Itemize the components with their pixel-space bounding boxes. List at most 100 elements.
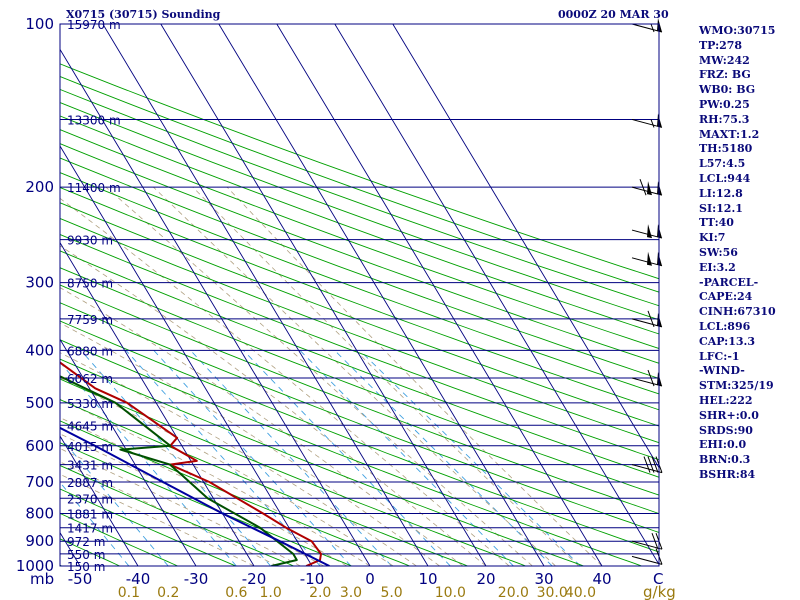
temperature-tick-label: -20 [242,570,267,588]
temperature-tick-label: -50 [68,570,93,588]
isotherm-line [160,24,487,566]
index-row: CINH:67310 [699,305,776,319]
wind-barb-flag [651,456,659,473]
index-row: KI:7 [699,231,726,245]
temperature-tick-label: 40 [592,570,611,588]
index-row: STM:325/19 [699,379,774,393]
isotherm-line [334,24,659,566]
height-label: 1881 m [67,507,113,521]
plot-frame [59,23,660,567]
temperature-tick-label: 30 [534,570,553,588]
y-unit-label: mb [30,570,54,588]
wind-barb-staff [631,186,663,196]
index-row: FRZ: BG [699,68,751,82]
sounding-profiles [60,361,330,566]
mixing-ratio-line [125,350,321,566]
wind-barb-flag [647,456,655,473]
temperature-tick-labels: -50 -40 -30 -20 -10 0 10 20 30 40 [68,570,612,588]
pressure-tick-label: 700 [25,473,54,491]
isotherm-line [60,145,313,566]
index-row: L57:4.5 [699,157,746,171]
index-row: MAXT:1.2 [699,127,760,141]
mixing-ratio-tick-label: 3.0 [340,585,362,600]
wind-barb-staff [631,257,663,267]
height-label: 1417 m [67,522,113,536]
wind-barb-pennant [647,251,652,266]
index-row: MW:242 [699,53,750,67]
index-row: PW:0.25 [699,97,750,111]
mixing-ratio-tick-label: 30.0 [537,585,568,600]
index-row: LFC:-1 [699,349,740,363]
wind-barb-staff [631,555,663,565]
isotherm-line [102,24,429,566]
pressure-tick-label: 100 [25,15,54,33]
pressure-tick-label: 900 [25,532,54,550]
temperature-tick-label: 10 [418,570,437,588]
isotherm-line [0,24,22,566]
pressure-tick-label: 300 [25,274,54,292]
dry-adiabat-line [0,24,4,566]
height-label: 6062 m [67,372,113,386]
temperature-end-label: C [653,570,663,588]
mixing-ratio-tick-label: 0.1 [118,585,140,600]
mixing-ratio-line [60,481,130,566]
height-label: 7759 m [67,313,113,327]
dewpoint-profile-line [60,375,298,566]
index-row: BSHR:84 [699,467,756,481]
index-row: WMO:30715 [699,24,776,37]
mixing-ratio-line [60,361,237,566]
pressure-tick-label: 1000 [16,557,54,575]
wind-barb-flag [639,178,647,196]
height-label: 972 m [67,535,105,549]
index-row: -WIND- [699,364,745,378]
height-label: 150 m [67,560,105,574]
isotherm-line [392,24,659,469]
height-label: 13300 m [67,113,121,127]
wind-barb-staff [631,377,663,387]
pressure-tick-label: 600 [25,437,54,455]
wind-barb-half [650,119,655,128]
height-label: 4015 m [67,440,113,454]
mixing-ratio-tick-labels: 0.1 0.2 0.6 1.0 2.0 3.0 5.0 10.0 20.0 30.040.0 [118,585,596,600]
index-row: SHR+:0.0 [699,408,759,422]
mixing-ratio-line [359,349,581,566]
height-label: 11400 m [67,181,121,195]
temperature-tick-label: 0 [365,570,375,588]
mixing-ratio-tick-label: 20.0 [498,585,529,600]
index-row: -PARCEL- [699,275,759,289]
index-row: TH:5180 [699,142,753,156]
index-row: LCL:896 [699,319,751,333]
index-row: TP:278 [699,38,743,52]
index-row: BRN:0.3 [699,453,751,467]
index-row: TT:40 [699,216,734,230]
isotherm-line [60,435,139,566]
wind-barb-flag [643,456,651,473]
index-row: SI:12.1 [699,201,743,215]
pressure-tick-label: 200 [25,178,54,196]
isotherms [0,24,659,566]
isotherm-line [60,241,255,566]
mixing-ratio-unit-label: g/kg [643,583,676,600]
temperature-tick-label: -40 [126,570,151,588]
index-row: WB0: BG [699,83,756,97]
mixing-ratio-tick-label: 10.0 [435,585,466,600]
moist-adiabat-line [60,461,278,566]
temperature-profile-line [60,361,322,566]
wind-barb-pennant [647,224,652,239]
isotherm-line [60,338,197,566]
moist-adiabat-line [60,448,301,566]
mixing-ratio-line [80,350,271,566]
isotherm-line [60,48,371,566]
wind-barb-half [650,23,655,33]
mixing-ratio-tick-label: 2.0 [309,585,331,600]
height-label: 2887 m [67,476,113,490]
index-row: HEL:222 [699,393,753,407]
index-row: SRDS:90 [699,423,753,437]
station-title: X0715 (30715) Sounding [66,8,221,21]
wind-barb-staff [631,23,663,33]
isotherm-line [276,24,603,566]
temperature-tick-label: -30 [184,570,209,588]
pressure-tick-label: 400 [25,341,54,359]
wind-barb-staff [631,229,663,239]
temperature-tick-label: 20 [476,570,495,588]
